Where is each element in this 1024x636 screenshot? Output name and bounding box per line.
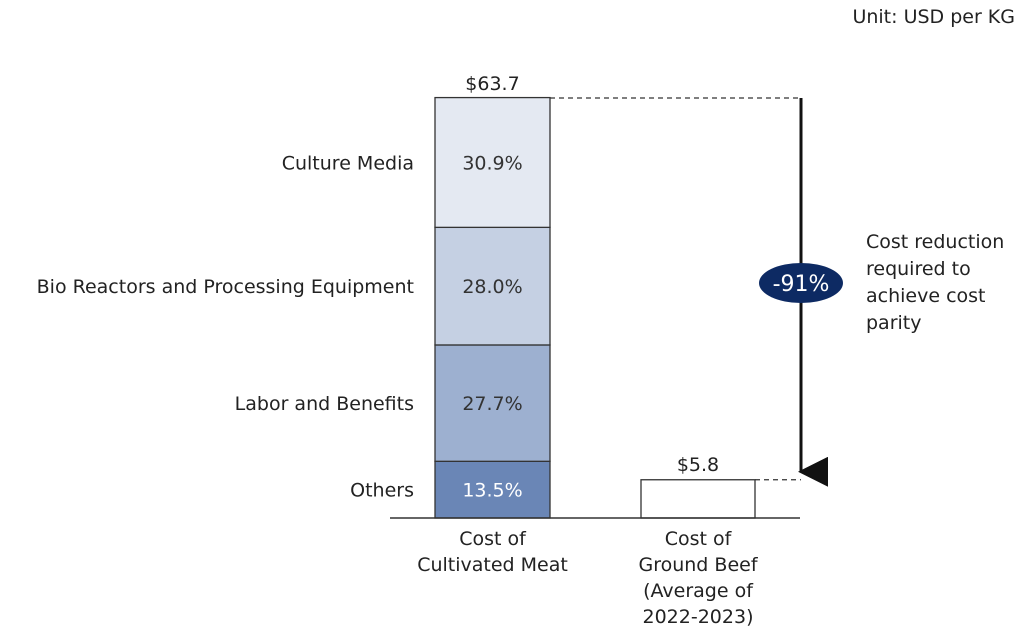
category-label-line: (Average of [643, 580, 754, 602]
total-label: $5.8 [677, 454, 719, 476]
legend-label: Labor and Benefits [235, 393, 414, 415]
category-label-line: Cost of [459, 528, 527, 550]
data-label: 28.0% [462, 276, 522, 298]
reduction-text-line: required to [866, 258, 971, 280]
bar-ground-beef [641, 480, 755, 518]
data-label: 27.7% [462, 393, 522, 415]
total-label: $63.7 [465, 73, 519, 95]
legend-label: Bio Reactors and Processing Equipment [37, 276, 414, 298]
data-label: 13.5% [462, 480, 522, 502]
reduction-label: -91% [773, 272, 830, 297]
category-label: Cost of Cultivated Meat [417, 528, 568, 576]
category-label-line: Cultivated Meat [417, 554, 568, 576]
reduction-text: Cost reduction required to achieve cost par… [866, 231, 1004, 334]
reduction-text-line: Cost reduction [866, 231, 1004, 253]
unit-label: Unit: USD per KG [852, 6, 1015, 28]
category-label-line: 2022-2023) [643, 606, 754, 628]
category-label: Cost of Ground Beef (Average of 2022-2023) [638, 528, 758, 628]
category-label-line: Ground Beef [638, 554, 758, 576]
category-label-line: Cost of [665, 528, 733, 550]
reduction-text-line: parity [866, 312, 922, 334]
data-label: 30.9% [462, 152, 522, 174]
legend-label: Others [350, 480, 414, 502]
legend-label: Culture Media [282, 152, 414, 174]
reduction-text-line: achieve cost [866, 285, 986, 307]
